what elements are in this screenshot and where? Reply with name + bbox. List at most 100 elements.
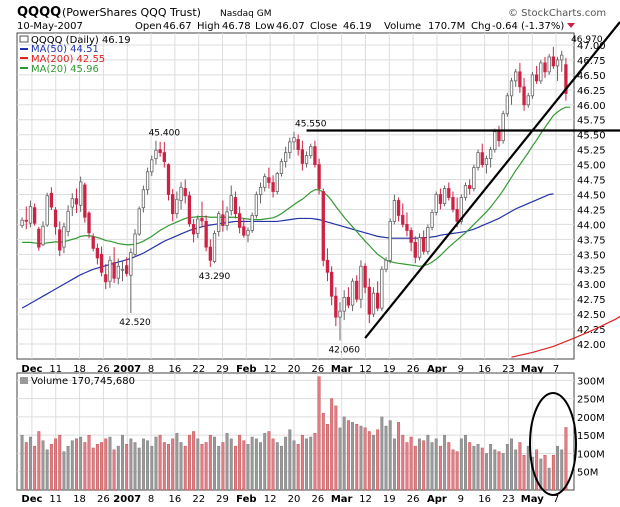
volume-bar — [426, 434, 430, 491]
volume-bar — [158, 434, 162, 491]
volume-bar — [342, 416, 346, 491]
candle-body — [547, 56, 551, 73]
volume-bar — [154, 436, 158, 491]
volume-tick-label: 200M — [577, 413, 605, 424]
high-label: High — [197, 21, 220, 32]
candle-body — [309, 146, 313, 157]
price-x-tick-label: 22 — [192, 364, 205, 375]
price-x-tick-label: Feb — [236, 364, 256, 375]
legend-price: QQQQ (Daily) 46.19 — [31, 35, 131, 46]
price-callout: 45.550 — [295, 120, 327, 130]
price-x-tick-label: May — [521, 364, 544, 375]
price-tick-label: 44.75 — [577, 176, 606, 187]
volume-bar — [116, 445, 120, 491]
legend-volume: Volume 170,745,680 — [31, 376, 135, 387]
volume-bar — [388, 420, 392, 491]
volume-bar — [192, 431, 196, 491]
price-legend: QQQQ (Daily) 46.19 MA(50) 44.51 MA(200) … — [19, 35, 131, 75]
trendline — [364, 21, 620, 339]
candle-body — [24, 219, 28, 222]
ma200-line — [511, 315, 620, 358]
candle-body — [58, 229, 62, 251]
candle-legend-icon — [19, 35, 29, 43]
volume-bar — [392, 438, 396, 491]
close-value: 46.19 — [343, 21, 372, 32]
symbol: QQQQ — [17, 5, 61, 20]
candle-body — [125, 265, 129, 274]
candle-body — [447, 188, 451, 198]
candle-body — [187, 195, 192, 225]
price-tick-label: 46.00 — [577, 101, 606, 112]
volume-x-tick-label: 9 — [458, 494, 464, 505]
volume-bar — [288, 429, 292, 491]
price-tick-label: 43.25 — [577, 265, 606, 276]
price-panel — [16, 32, 575, 360]
volume-bar — [564, 427, 568, 491]
volume-bar — [292, 440, 296, 491]
candle-body — [396, 200, 401, 216]
candle-body — [371, 292, 376, 315]
price-x-tick-label: 8 — [148, 364, 154, 375]
candle-body — [74, 198, 79, 205]
candle-body — [221, 214, 225, 227]
candle-body — [459, 197, 463, 222]
volume-bar — [167, 444, 170, 491]
price-tick-label: 42.00 — [577, 340, 606, 351]
candle-body — [501, 113, 505, 142]
candle-body — [225, 211, 229, 227]
candle-body — [329, 271, 334, 297]
price-x-tick-label: 29 — [216, 364, 229, 375]
volume-bar — [179, 442, 183, 491]
candle-body — [141, 189, 146, 209]
volume-bar — [233, 445, 237, 491]
volume-x-tick-label: Dec — [21, 494, 42, 505]
volume-bar — [501, 453, 505, 491]
volume-bar — [543, 455, 547, 491]
candle-body — [355, 280, 359, 300]
volume-bar — [37, 431, 41, 491]
candle-body — [551, 56, 556, 67]
volume-bar — [187, 434, 191, 491]
candle-body — [45, 195, 49, 226]
volume-bar — [58, 434, 62, 491]
volume-x-axis: Dec 11 18 26 2007 8 16 22 29 Feb 12 20 26 Mar 12 19 26 Ap… — [21, 494, 559, 505]
volume-bar — [175, 433, 179, 491]
candle-body — [376, 292, 380, 309]
volume-bar — [104, 438, 108, 491]
volume-bar — [271, 438, 275, 491]
volume-bar — [551, 455, 555, 491]
candle-body — [296, 139, 300, 151]
candle-body — [560, 54, 564, 61]
volume-bar — [87, 434, 91, 491]
volume-legend-icon — [20, 377, 28, 384]
candle-body — [150, 159, 154, 173]
candlesticks — [20, 46, 568, 341]
volume-x-tick-label: May — [521, 494, 544, 505]
volume-bar — [20, 434, 24, 491]
candle-body — [522, 86, 526, 106]
candle-body — [463, 185, 468, 198]
volume-label: Volume — [384, 21, 421, 32]
price-tick-label: 43.00 — [577, 280, 606, 291]
volume-bar — [225, 433, 229, 491]
candle-body — [83, 184, 87, 218]
volume-tick-label: 150M — [577, 431, 605, 442]
candle-body — [279, 161, 284, 174]
candle-body — [526, 95, 530, 106]
security-name: (PowerShares QQQ Trust) — [62, 6, 201, 19]
candle-body — [413, 241, 417, 258]
candle-body — [91, 236, 95, 249]
volume-bar — [497, 451, 501, 491]
volume-x-tick-label: 12 — [264, 494, 277, 505]
candle-body — [438, 194, 443, 204]
candle-body — [451, 197, 455, 210]
candle-body — [325, 259, 330, 273]
candle-body — [66, 210, 70, 232]
price-x-tick-label: Mar — [331, 364, 353, 375]
candle-body — [401, 215, 405, 225]
price-x-tick-label: 16 — [478, 364, 491, 375]
volume-bar — [49, 444, 53, 491]
candle-body — [350, 280, 355, 306]
volume-bar — [539, 458, 543, 491]
